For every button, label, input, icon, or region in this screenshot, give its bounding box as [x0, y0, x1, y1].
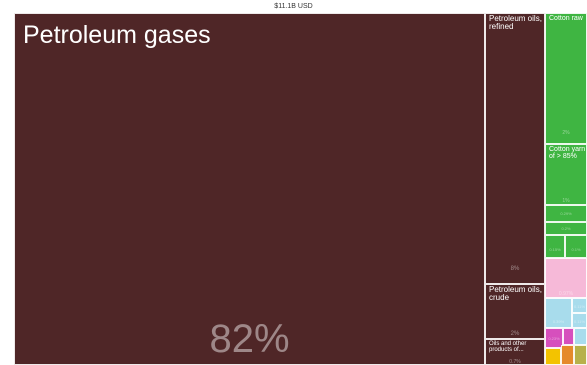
treemap-cell-share: 2% [562, 130, 570, 136]
treemap-cell-pink-group[interactable]: 0.97% [545, 258, 587, 298]
treemap-cell-share: 82% [209, 317, 290, 361]
treemap-cell-petroleum-oils-crude[interactable]: Petroleum oils, crude 2% [485, 284, 545, 339]
treemap-cell-blue-1[interactable]: 0.39% [545, 298, 572, 328]
treemap-cell-share: 0.23% [548, 336, 560, 341]
treemap-cell-share: 0.29% [560, 211, 572, 216]
treemap-cell-label: Cotton yarn of > 85% [549, 146, 586, 161]
treemap-cell-textile-small-1[interactable]: 0.29% [545, 205, 587, 222]
treemap-cell-textile-small-2[interactable]: 0.2% [545, 222, 587, 235]
treemap-cell-olive-1[interactable] [574, 345, 587, 365]
treemap-cell-textile-small-4[interactable]: 0.1% [565, 235, 587, 258]
treemap-cell-share: 0.39% [552, 319, 565, 324]
treemap-cell-petroleum-gases[interactable]: Petroleum gases 82% [14, 13, 485, 365]
treemap-cell-label: Petroleum oils, crude [489, 285, 542, 303]
treemap-cell-share: 0.2% [561, 226, 571, 231]
treemap-cell-label: Petroleum oils, refined [489, 14, 542, 32]
treemap-cell-share: 0.1% [571, 247, 581, 252]
treemap-cell-oils-and-other-products[interactable]: Oils and other products of... 0.7% [485, 339, 545, 365]
treemap-cell-blue-2[interactable]: 0.11% [572, 298, 587, 313]
treemap-cell-yellow-1[interactable] [545, 348, 561, 365]
treemap-cell-blue-4[interactable] [574, 328, 587, 345]
treemap-cell-share: 0.7% [509, 359, 521, 365]
treemap-cell-magenta-2[interactable] [563, 328, 574, 345]
treemap-cell-cotton-raw[interactable]: Cotton raw 2% [545, 13, 587, 144]
treemap-cell-share: 0.11% [573, 304, 586, 309]
treemap-cell-share: 0.15% [549, 247, 561, 252]
treemap-cell-share: 8% [510, 266, 520, 272]
treemap-cell-magenta-1[interactable]: 0.23% [545, 328, 563, 348]
treemap-cell-share: 2% [510, 331, 520, 337]
treemap-cell-cotton-yarn[interactable]: Cotton yarn of > 85% 1% [545, 144, 587, 205]
treemap-cell-textile-small-3[interactable]: 0.15% [545, 235, 565, 258]
treemap-cell-share: 0.11% [573, 319, 586, 324]
treemap-cell-label: Oils and other products of... [489, 341, 527, 354]
treemap-cell-share: 1% [562, 198, 570, 204]
treemap-cell-label: Cotton raw [549, 15, 583, 22]
treemap-cell-share: 0.97% [558, 291, 574, 297]
treemap-cell-orange-1[interactable] [561, 345, 574, 365]
treemap-chart: Petroleum gases 82% Petroleum oils, refine… [14, 13, 587, 365]
treemap-cell-blue-3[interactable]: 0.11% [572, 313, 587, 328]
treemap-cell-label: Petroleum gases [23, 21, 211, 49]
chart-total-label: $11.1B USD [274, 3, 313, 10]
treemap-cell-petroleum-oils-refined[interactable]: Petroleum oils, refined 8% [485, 13, 545, 284]
